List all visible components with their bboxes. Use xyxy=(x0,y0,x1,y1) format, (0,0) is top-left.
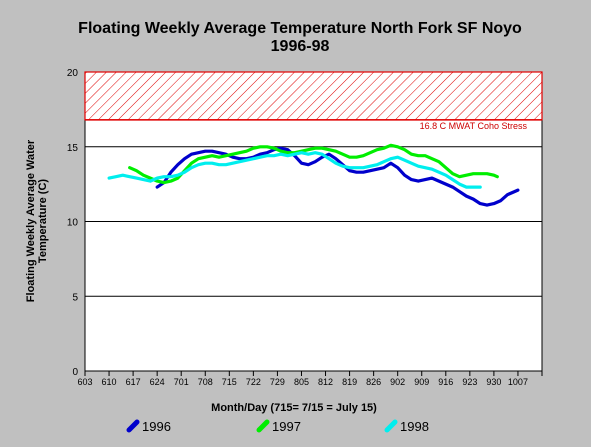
legend-label-1996: 1996 xyxy=(142,419,171,434)
y-axis-title-line1: Floating Weekly Average Water xyxy=(25,139,37,302)
x-tick-label: 722 xyxy=(246,377,261,387)
threshold-zone: 16.8 C MWAT Coho Stress xyxy=(84,71,543,131)
y-tick-label: 15 xyxy=(67,143,79,154)
x-tick-label: 603 xyxy=(77,377,92,387)
legend-swatch-1998 xyxy=(384,419,398,433)
x-tick-label: 930 xyxy=(486,377,501,387)
x-tick-label: 819 xyxy=(342,377,357,387)
legend-label-1997: 1997 xyxy=(272,419,301,434)
y-tick-label: 0 xyxy=(72,367,78,378)
x-tick-label: 1007 xyxy=(508,377,528,387)
x-tick-label: 805 xyxy=(294,377,309,387)
x-tick-label: 902 xyxy=(390,377,405,387)
x-tick-label: 701 xyxy=(174,377,189,387)
chart-title: Floating Weekly Average Temperature Nort… xyxy=(78,20,522,37)
x-tick-label: 909 xyxy=(414,377,429,387)
x-tick-label: 610 xyxy=(102,377,117,387)
y-axis-ticks: 0 5 10 15 20 xyxy=(67,68,79,378)
legend-swatch-1997 xyxy=(256,419,270,433)
grid-lines xyxy=(85,146,542,297)
y-axis-title-line2: Temperature (C) xyxy=(37,179,49,263)
chart-subtitle: 1996-98 xyxy=(271,38,330,55)
y-tick-label: 10 xyxy=(67,218,79,229)
legend: 1996 1997 1998 xyxy=(126,419,429,434)
series-lines xyxy=(107,143,520,207)
x-tick-label: 916 xyxy=(438,377,453,387)
legend-label-1998: 1998 xyxy=(400,419,429,434)
x-tick-label: 826 xyxy=(366,377,381,387)
y-tick-label: 5 xyxy=(72,292,78,303)
x-axis-title: Month/Day (715= 7/15 = July 15) xyxy=(211,402,377,414)
threshold-label: 16.8 C MWAT Coho Stress xyxy=(420,121,528,131)
x-tick-label: 624 xyxy=(150,377,165,387)
legend-swatch-1996 xyxy=(126,419,140,433)
series-line-1997 xyxy=(128,143,499,185)
series-line-1998 xyxy=(107,151,482,189)
y-tick-label: 20 xyxy=(67,68,79,79)
x-tick-label: 812 xyxy=(318,377,333,387)
x-axis-ticks: 603 610 617 624 701 708 715 722 729 805 812 819 826 9… xyxy=(77,371,543,387)
x-tick-label: 729 xyxy=(270,377,285,387)
x-tick-label: 923 xyxy=(462,377,477,387)
threshold-band xyxy=(84,71,543,121)
x-tick-label: 708 xyxy=(198,377,213,387)
x-tick-label: 715 xyxy=(222,377,237,387)
x-tick-label: 617 xyxy=(126,377,141,387)
series-line-1996 xyxy=(155,146,520,207)
